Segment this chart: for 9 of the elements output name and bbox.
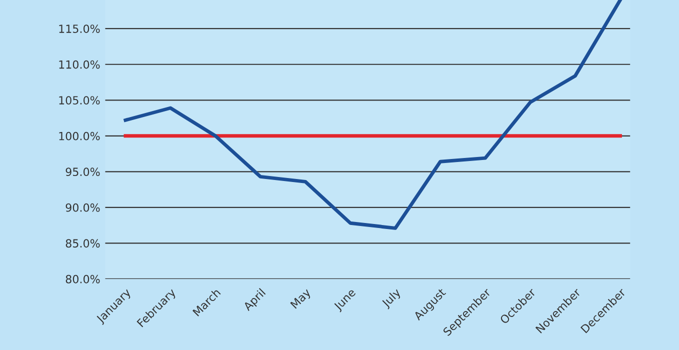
y-tick-label: 115.0% — [59, 24, 100, 33]
y-tick-label: 110.0% — [59, 60, 100, 69]
y-tick-label: 95.0% — [66, 168, 100, 176]
y-tick-label: 85.0% — [66, 239, 100, 248]
line-series — [124, 0, 622, 230]
y-tick-label: 90.0% — [66, 203, 100, 212]
y-tick-label: 80.0% — [66, 274, 100, 284]
y-tick-label: 105.0% — [59, 96, 100, 105]
y-tick-label: 100.0% — [59, 132, 100, 140]
